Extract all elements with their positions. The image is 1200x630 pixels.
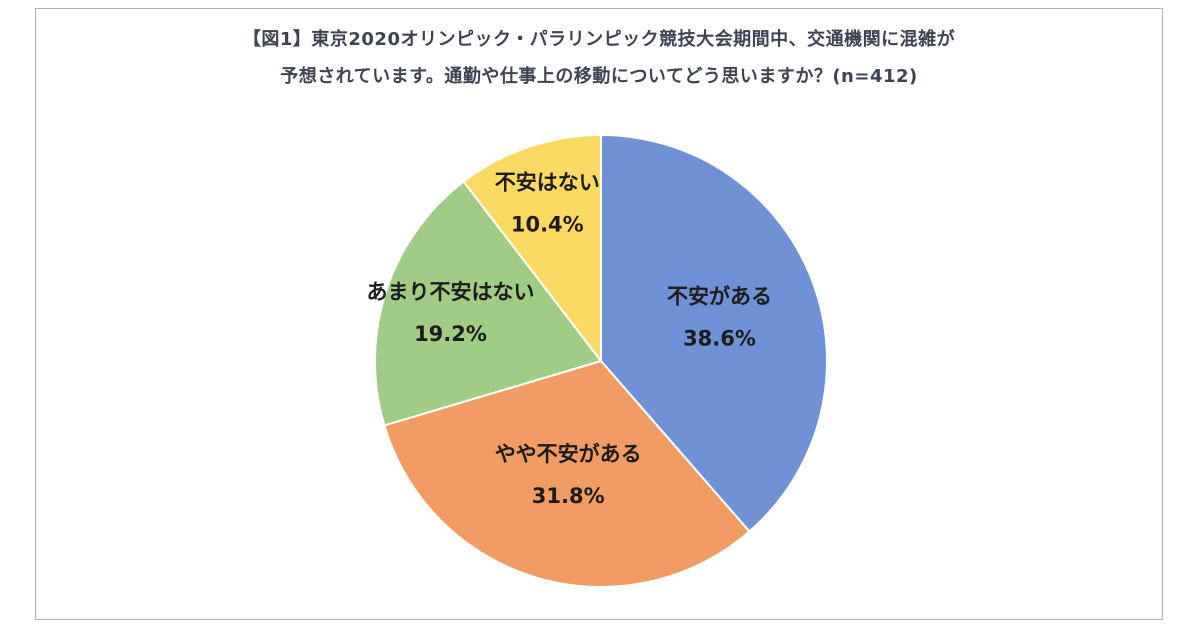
pie-chart-svg: 不安がある 38.6% やや不安がある 31.8% あまり不安はない 19.2% 不安はない… <box>367 133 828 588</box>
chart-title-line1: 【図1】東京2020オリンピック・パラリンピック競技大会期間中、交通機関に混雑が <box>242 29 956 50</box>
slice-label-0: 不安がある <box>667 285 772 309</box>
slice-percent-2: 19.2% <box>414 322 487 346</box>
chart-frame: 【図1】東京2020オリンピック・パラリンピック競技大会期間中、交通機関に混雑が… <box>35 8 1163 620</box>
chart-title-line2: 予想されています。通勤や仕事上の移動についてどう思いますか？(n=412) <box>280 66 918 87</box>
slice-percent-1: 31.8% <box>532 484 605 508</box>
pie-slice-1 <box>383 359 751 588</box>
slice-label-1: やや不安がある <box>495 442 642 466</box>
slice-percent-3: 10.4% <box>511 213 584 237</box>
slice-label-3: 不安はない <box>495 171 600 195</box>
slice-percent-0: 38.6% <box>683 327 756 351</box>
pie-slice-2 <box>374 180 603 427</box>
pie-slice-0 <box>600 133 828 533</box>
slice-label-2: あまり不安はない <box>367 280 535 304</box>
pie-slice-3 <box>462 133 602 364</box>
chart-title: 【図1】東京2020オリンピック・パラリンピック競技大会期間中、交通機関に混雑が… <box>36 9 1162 95</box>
